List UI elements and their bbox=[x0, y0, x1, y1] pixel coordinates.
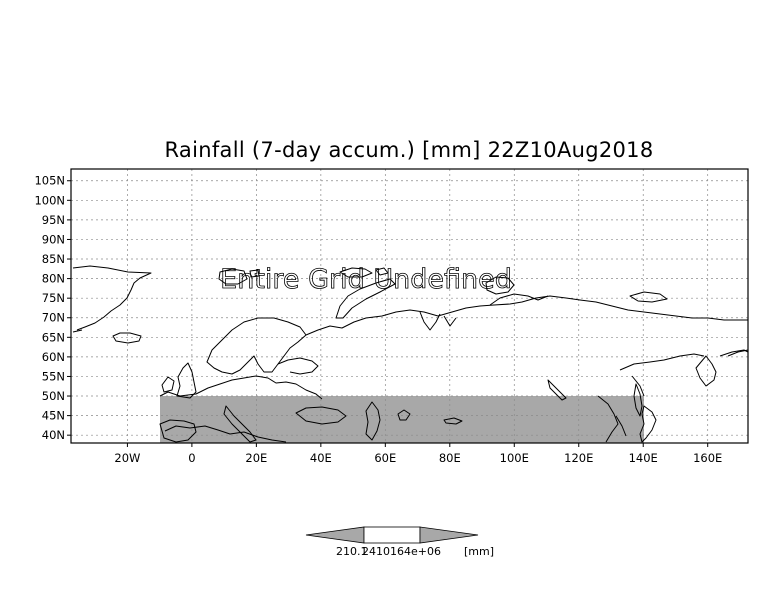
latitude-tick-label: 100N bbox=[34, 193, 65, 207]
map-title: Rainfall (7-day accum.) [mm] 22Z10Aug201… bbox=[164, 138, 653, 162]
franz-josef-land-coast bbox=[339, 267, 389, 278]
longitude-tick-label: 120E bbox=[564, 451, 593, 465]
latitude-tick-label: 55N bbox=[42, 369, 65, 383]
longitude-tick-label: 140E bbox=[629, 451, 658, 465]
svalbard-coast bbox=[218, 268, 260, 285]
scandinavia-coast bbox=[206, 317, 307, 375]
black-sea-coast bbox=[295, 406, 347, 425]
colorbar-middle-box bbox=[363, 526, 421, 544]
longitude-axis: 20W 0 20E 40E 60E 80E 100E 120E 140E 160E bbox=[114, 443, 722, 465]
italy-coast bbox=[223, 405, 257, 443]
colorbar: 210.1 2410164e+06 [mm] bbox=[305, 526, 494, 558]
new-siberian-islands-coast bbox=[629, 291, 668, 303]
yamal-coast bbox=[419, 311, 457, 331]
latitude-tick-label: 75N bbox=[42, 291, 65, 305]
map-plot-area: Entire Grid Undefined bbox=[70, 168, 749, 444]
longitude-tick-label: 80E bbox=[439, 451, 461, 465]
latitude-tick-label: 90N bbox=[42, 232, 65, 246]
longitude-tick-label: 40E bbox=[310, 451, 332, 465]
arctic-russia-coast bbox=[305, 295, 748, 336]
okhotsk-coast bbox=[619, 353, 705, 397]
sakhalin-coast bbox=[633, 383, 643, 417]
europe-coast bbox=[159, 357, 323, 400]
british-isles-coast bbox=[161, 362, 197, 399]
east-asia-coast bbox=[597, 395, 627, 443]
latitude-axis: 105N 100N 95N 90N 85N 80N 75N 70N 65N 60N 55N 50N 45… bbox=[34, 174, 71, 442]
latitude-tick-label: 95N bbox=[42, 213, 65, 227]
colorbar-label-middle: 2410164e+06 bbox=[362, 545, 441, 558]
latitude-tick-label: 70N bbox=[42, 311, 65, 325]
longitude-tick-label: 20E bbox=[245, 451, 267, 465]
novaya-zemlya-coast bbox=[335, 278, 396, 319]
colorbar-label-units: [mm] bbox=[464, 545, 494, 558]
latitude-tick-label: 45N bbox=[42, 409, 65, 423]
longitude-tick-label: 60E bbox=[374, 451, 396, 465]
iberia-coast bbox=[159, 419, 197, 443]
longitude-tick-label: 20W bbox=[114, 451, 140, 465]
aral-sea-coast bbox=[397, 409, 411, 421]
mediterranean-coast bbox=[164, 425, 287, 443]
kamchatka-coast bbox=[695, 349, 749, 387]
longitude-tick-label: 0 bbox=[188, 451, 195, 465]
undefined-grid-message: Entire Grid Undefined bbox=[220, 264, 512, 295]
alaska-coast bbox=[727, 349, 749, 357]
iceland-coast bbox=[112, 332, 142, 344]
map-frame bbox=[70, 168, 749, 444]
latitude-tick-label: 40N bbox=[42, 428, 65, 442]
severnaya-zemlya-coast bbox=[485, 276, 515, 295]
taimyr-coast bbox=[489, 293, 549, 306]
greenland-coast bbox=[72, 265, 152, 333]
latitude-tick-label: 50N bbox=[42, 389, 65, 403]
longitude-tick-label: 160E bbox=[693, 451, 722, 465]
caspian-sea-coast bbox=[365, 401, 381, 441]
latitude-tick-label: 80N bbox=[42, 272, 65, 286]
coastlines bbox=[72, 265, 749, 443]
latitude-tick-label: 65N bbox=[42, 330, 65, 344]
colorbar-label-left: 210.1 bbox=[336, 545, 368, 558]
lake-baikal-coast bbox=[547, 379, 567, 401]
latitude-tick-label: 105N bbox=[34, 174, 65, 188]
colorbar-right-triangle bbox=[419, 526, 479, 544]
latitude-tick-label: 85N bbox=[42, 252, 65, 266]
latitude-tick-label: 60N bbox=[42, 350, 65, 364]
graticule bbox=[71, 169, 748, 443]
lake-balkhash-coast bbox=[443, 417, 463, 425]
colorbar-left-triangle bbox=[305, 526, 365, 544]
japan-coast bbox=[639, 405, 657, 443]
longitude-tick-label: 100E bbox=[500, 451, 529, 465]
